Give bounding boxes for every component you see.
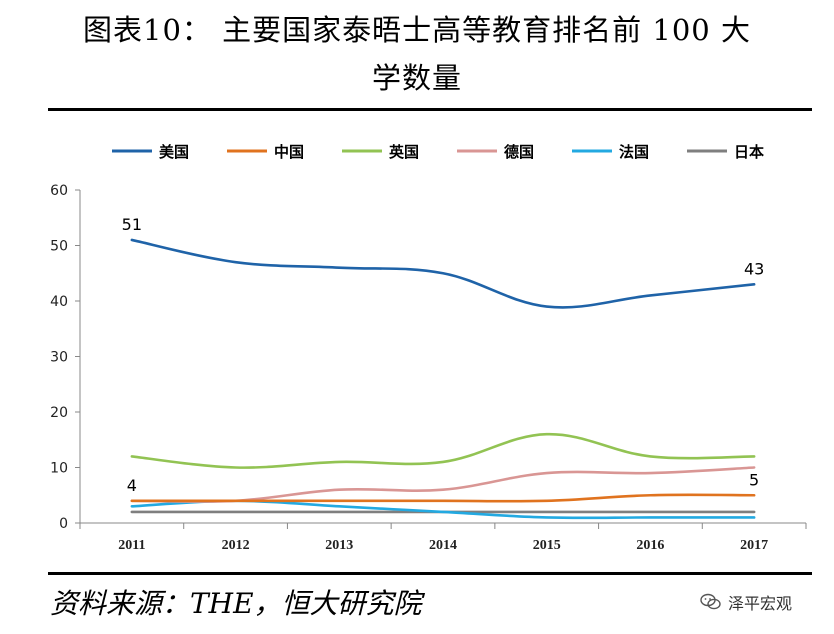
source-note: 资料来源：THE，恒大研究院 [50, 587, 422, 620]
x-tick-label: 2015 [533, 538, 561, 553]
x-tick-label: 2011 [118, 538, 145, 553]
wechat-icon [700, 593, 721, 610]
y-tick-label: 10 [50, 461, 68, 477]
series-line-2 [130, 493, 756, 503]
data-label: 5 [749, 470, 759, 489]
y-tick-label: 20 [50, 405, 68, 421]
series-line-1 [130, 238, 756, 309]
watermark: 泽平宏观 [700, 590, 792, 614]
x-tick-label: 2013 [325, 538, 353, 553]
x-tick-label: 2012 [222, 538, 250, 553]
legend-label: 中国 [274, 143, 304, 161]
legend-label: 法国 [619, 143, 649, 161]
x-tick-label: 2014 [429, 538, 457, 553]
y-tick-label: 40 [50, 294, 68, 310]
x-tick-label: 2017 [740, 538, 768, 553]
legend-label: 日本 [734, 143, 764, 161]
data-label: 4 [127, 476, 137, 495]
x-tick-label: 2016 [636, 538, 664, 553]
legend-label: 美国 [159, 143, 189, 161]
data-label: 43 [744, 259, 764, 278]
y-tick-label: 0 [59, 516, 68, 532]
legend-label: 英国 [389, 143, 419, 161]
chart-title: 图表10： 主要国家泰晤士高等教育排名前 100 大 学数量 [0, 6, 834, 102]
watermark-text: 泽平宏观 [728, 594, 793, 613]
top-divider [48, 108, 812, 111]
bottom-divider [48, 572, 812, 575]
legend-label: 德国 [504, 143, 534, 161]
y-tick-label: 50 [50, 239, 68, 255]
chart-title-line1: 图表10： 主要国家泰晤士高等教育排名前 100 大 [83, 13, 751, 47]
series-line-3 [130, 432, 756, 469]
series-line-4 [130, 466, 756, 503]
y-tick-label: 60 [50, 183, 68, 199]
series-line-5 [130, 499, 756, 520]
data-label: 51 [122, 215, 142, 234]
y-tick-label: 30 [50, 350, 68, 366]
chart-title-line2: 学数量 [371, 61, 462, 95]
